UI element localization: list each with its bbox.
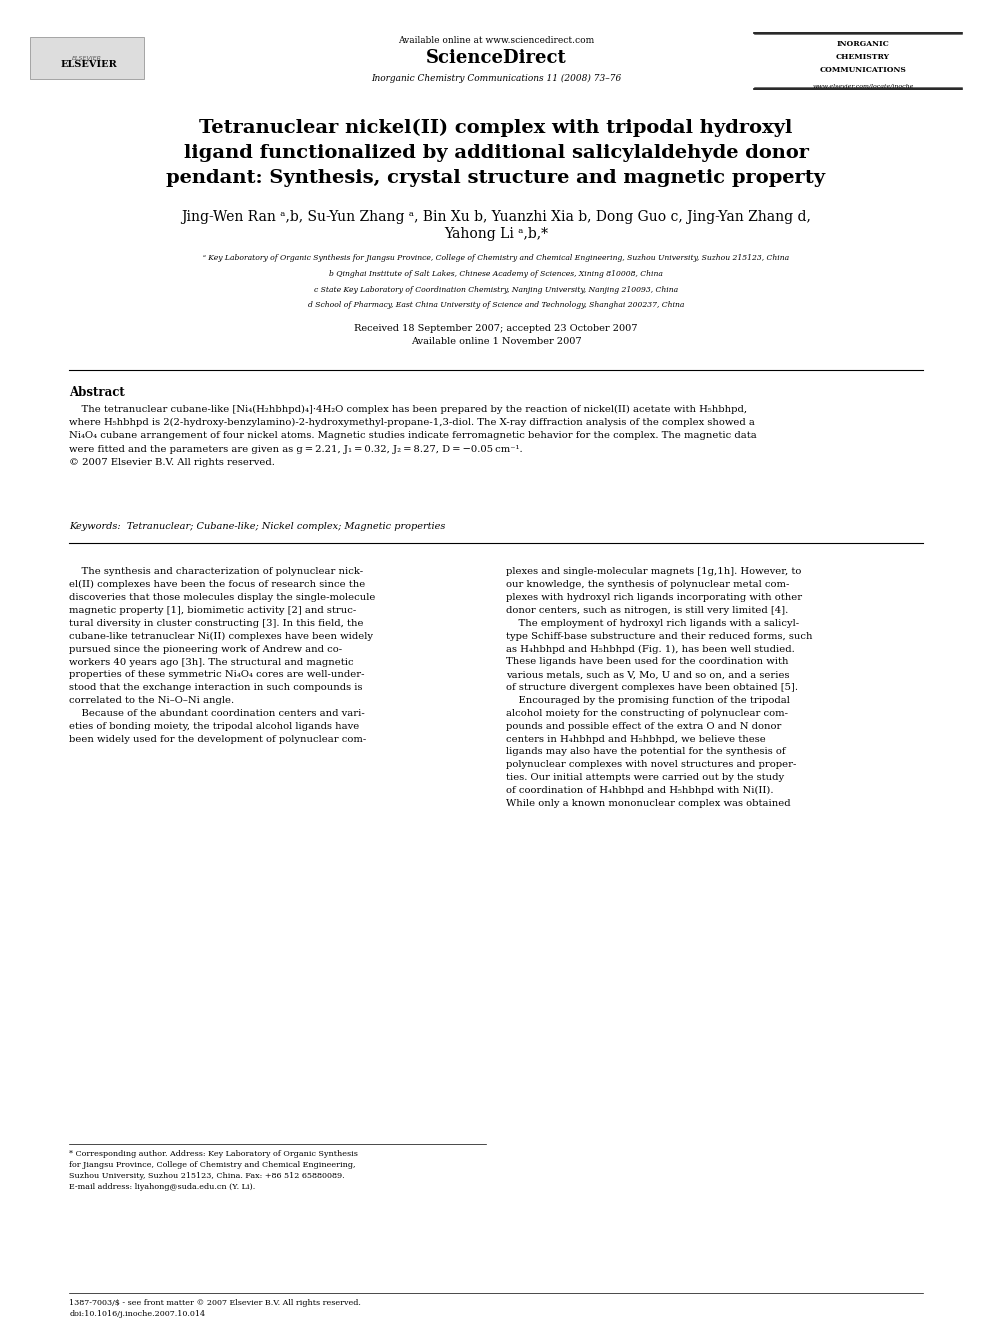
Text: The synthesis and characterization of polynuclear nick-
el(II) complexes have be: The synthesis and characterization of po… <box>69 568 376 744</box>
Text: Tetranuclear nickel(II) complex with tripodal hydroxyl
ligand functionalized by : Tetranuclear nickel(II) complex with tri… <box>167 119 825 188</box>
Text: c State Key Laboratory of Coordination Chemistry, Nanjing University, Nanjing 21: c State Key Laboratory of Coordination C… <box>313 286 679 294</box>
Text: Keywords:  Tetranuclear; Cubane-like; Nickel complex; Magnetic properties: Keywords: Tetranuclear; Cubane-like; Nic… <box>69 523 445 532</box>
Text: plexes and single-molecular magnets [1g,1h]. However, to
our knowledge, the synt: plexes and single-molecular magnets [1g,… <box>506 568 812 808</box>
Text: 1387-7003/$ - see front matter © 2007 Elsevier B.V. All rights reserved.
doi:10.: 1387-7003/$ - see front matter © 2007 El… <box>69 1299 361 1318</box>
Text: Yahong Li ᵃ,b,*: Yahong Li ᵃ,b,* <box>444 228 548 241</box>
Text: ELSEVIER: ELSEVIER <box>61 60 118 69</box>
Text: * Corresponding author. Address: Key Laboratory of Organic Synthesis
for Jiangsu: * Corresponding author. Address: Key Lab… <box>69 1151 358 1192</box>
Text: CHEMISTRY: CHEMISTRY <box>836 53 890 61</box>
Text: COMMUNICATIONS: COMMUNICATIONS <box>819 66 907 74</box>
Text: Available online at www.sciencedirect.com: Available online at www.sciencedirect.co… <box>398 36 594 45</box>
Text: Inorganic Chemistry Communications 11 (2008) 73–76: Inorganic Chemistry Communications 11 (2… <box>371 74 621 83</box>
Text: b Qinghai Institute of Salt Lakes, Chinese Academy of Sciences, Xining 810008, C: b Qinghai Institute of Salt Lakes, Chine… <box>329 270 663 278</box>
Text: d School of Pharmacy, East China University of Science and Technology, Shanghai : d School of Pharmacy, East China Univers… <box>308 302 684 310</box>
Text: www.elsevier.com/locate/inoche: www.elsevier.com/locate/inoche <box>812 83 914 89</box>
Text: ScienceDirect: ScienceDirect <box>426 49 566 67</box>
Text: ᵃ Key Laboratory of Organic Synthesis for Jiangsu Province, College of Chemistry: ᵃ Key Laboratory of Organic Synthesis fo… <box>203 254 789 262</box>
Text: Abstract: Abstract <box>69 386 125 400</box>
Text: INORGANIC: INORGANIC <box>836 40 890 48</box>
Text: The tetranuclear cubane-like [Ni₄(H₂hbhpd)₄]·4H₂O complex has been prepared by t: The tetranuclear cubane-like [Ni₄(H₂hbhp… <box>69 405 757 467</box>
Text: ELSEVIER: ELSEVIER <box>72 56 102 61</box>
FancyBboxPatch shape <box>30 37 144 79</box>
Text: Received 18 September 2007; accepted 23 October 2007
Available online 1 November: Received 18 September 2007; accepted 23 … <box>354 324 638 347</box>
Text: Jing-Wen Ran ᵃ,b, Su-Yun Zhang ᵃ, Bin Xu b, Yuanzhi Xia b, Dong Guo c, Jing-Yan : Jing-Wen Ran ᵃ,b, Su-Yun Zhang ᵃ, Bin Xu… <box>182 210 810 225</box>
